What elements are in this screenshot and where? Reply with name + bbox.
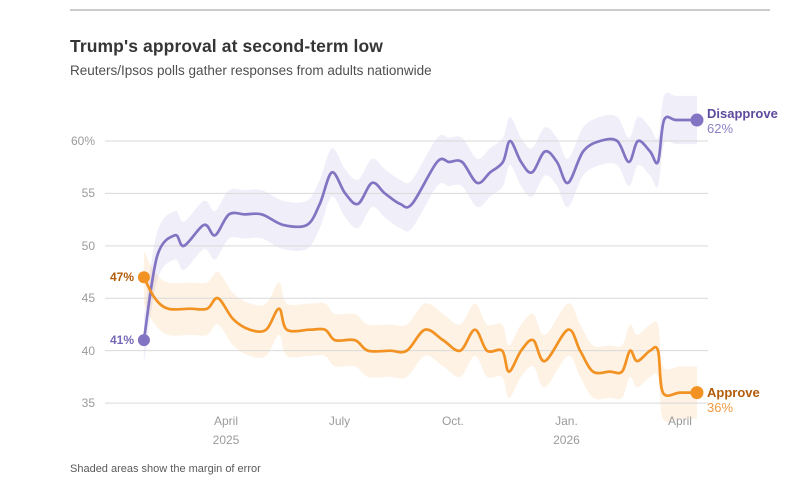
y-tick-label-35: 35 (81, 396, 95, 411)
start-label-disapprove: 41% (109, 333, 134, 347)
start-dot-disapprove (137, 334, 150, 347)
y-tick-label-45: 45 (81, 291, 95, 306)
page-title: Trump's approval at second-term low (70, 36, 384, 56)
x-tick-label: Jan. (555, 414, 578, 428)
y-tick-label-55: 55 (81, 186, 95, 201)
series-end-value-approve: 36% (707, 400, 734, 415)
chart-note: Shaded areas show the margin of error (70, 463, 261, 475)
approve-moe-band (143, 251, 697, 422)
x-tick-label: April (667, 414, 692, 428)
x-tick-label: Oct. (441, 414, 464, 428)
x-tick-label: July (328, 414, 351, 428)
x-tick-sublabel: 2026 (553, 433, 580, 447)
y-tick-label-60: 60% (70, 134, 95, 148)
end-dot-disapprove (690, 113, 704, 127)
series-end-value-disapprove: 62% (707, 121, 734, 136)
series-end-label-disapprove: Disapprove 62% (707, 106, 778, 136)
series-end-name-disapprove: Disapprove (707, 106, 778, 121)
start-dot-approve (137, 271, 150, 284)
page-subtitle: Reuters/Ipsos polls gather responses fro… (70, 63, 432, 78)
disapprove-line (142, 115, 699, 342)
approve-line (142, 275, 699, 398)
y-tick-label-50: 50 (81, 238, 95, 253)
start-label-approve: 47% (109, 270, 134, 284)
series-end-name-approve: Approve (707, 385, 760, 400)
top-rule (70, 9, 770, 11)
x-tick-sublabel: 2025 (212, 433, 240, 447)
disapprove-moe-band (143, 92, 697, 365)
end-dot-approve (690, 386, 704, 400)
series-end-label-approve: Approve 36% (707, 385, 760, 415)
x-tick-label: April (213, 414, 238, 428)
y-tick-label-40: 40 (81, 343, 95, 358)
